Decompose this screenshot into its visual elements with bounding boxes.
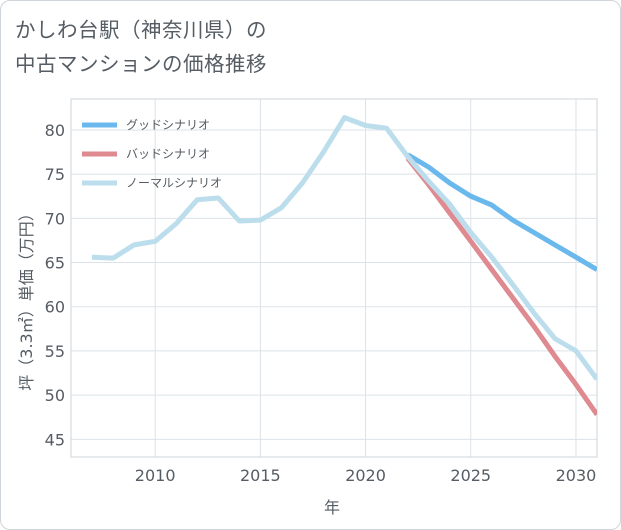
y-tick-label: 65 — [45, 254, 65, 273]
series-line-3 — [91, 115, 597, 381]
page-title: かしわ台駅（神奈川県）の 中古マンションの価格推移 — [15, 13, 267, 81]
y-tick-label: 50 — [45, 386, 65, 405]
y-tick-label: 60 — [45, 298, 65, 317]
y-tick-label: 80 — [45, 121, 65, 140]
x-tick-label: 2020 — [345, 466, 386, 485]
legend-label-1: グッドシナリオ — [126, 118, 210, 132]
plot-area-border — [70, 98, 598, 458]
series-layer — [91, 115, 597, 417]
x-tick-label: 2025 — [450, 466, 491, 485]
y-tick-label: 70 — [45, 209, 65, 228]
y-tick-label: 55 — [45, 342, 65, 361]
y-tick-label: 75 — [45, 165, 65, 184]
x-axis-title: 年 — [324, 498, 340, 517]
legend-label-3: ノーマルシナリオ — [126, 176, 222, 190]
grid-lines — [71, 99, 597, 457]
x-tick-label: 2015 — [240, 466, 281, 485]
x-tick-label: 2010 — [135, 466, 176, 485]
series-line-1 — [406, 152, 597, 272]
axis-ticks: 45 50 55 60 65 70 75 80 2010 2015 2020 2025 2030 — [45, 121, 597, 485]
y-axis-title: 坪（3.3㎡）単価（万円） — [17, 205, 36, 390]
legend-label-2: バッドシナリオ — [126, 147, 210, 161]
y-tick-label: 45 — [45, 430, 65, 449]
series-line-2 — [405, 156, 597, 417]
x-tick-label: 2030 — [556, 466, 597, 485]
title-line-1: かしわ台駅（神奈川県）の — [15, 18, 267, 42]
title-line-2: 中古マンションの価格推移 — [15, 52, 267, 76]
